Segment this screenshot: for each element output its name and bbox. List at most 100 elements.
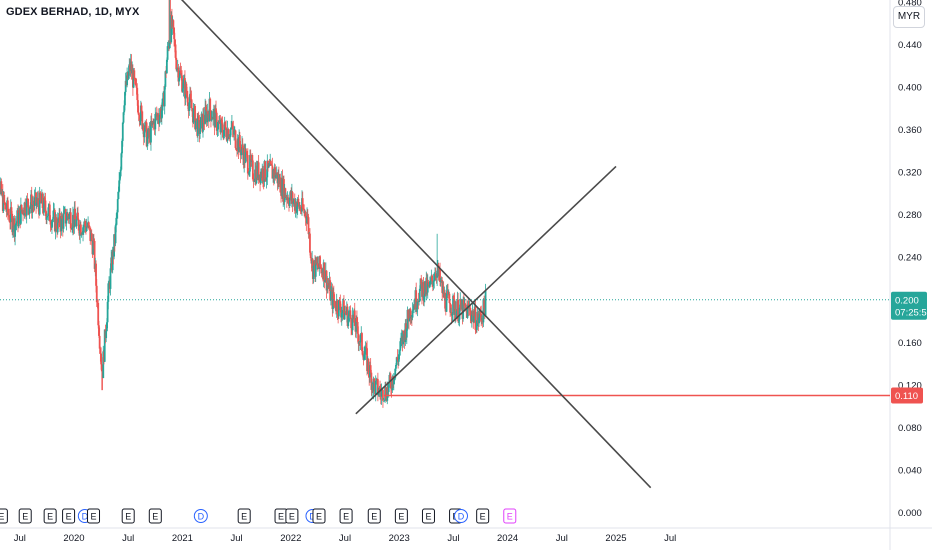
candle-body	[31, 204, 34, 213]
candle-body	[464, 303, 467, 308]
candle-body	[416, 307, 418, 309]
candle-body	[250, 159, 253, 163]
candle-body	[122, 112, 125, 123]
candle-body	[453, 299, 456, 316]
candle-body	[107, 283, 110, 302]
candle-body	[52, 210, 55, 219]
candle-body	[480, 313, 483, 320]
candle-body	[197, 116, 200, 120]
x-tick-label: 2024	[497, 533, 518, 544]
candle-body	[340, 312, 343, 318]
candle-body	[116, 212, 118, 218]
candle-body	[204, 106, 207, 110]
candle-body	[74, 208, 76, 220]
candle-body	[343, 311, 346, 320]
earnings-marker[interactable]	[339, 508, 353, 524]
dividend-marker[interactable]	[453, 509, 468, 523]
candle-body	[334, 301, 337, 309]
candle-body	[199, 117, 202, 129]
candle-body	[88, 225, 91, 228]
earnings-marker[interactable]	[62, 508, 76, 524]
candle-body	[267, 164, 270, 168]
candle-body	[312, 265, 315, 279]
candle-body	[314, 257, 317, 277]
candle-body	[138, 115, 141, 122]
candle-body	[118, 180, 121, 192]
candle-body	[0, 181, 3, 195]
candle-body	[365, 346, 368, 349]
earnings-marker[interactable]	[0, 508, 8, 524]
candle-body	[93, 240, 96, 269]
candle-body	[376, 379, 379, 396]
candle-body	[270, 164, 273, 166]
earnings-marker[interactable]	[476, 508, 490, 524]
earnings-marker[interactable]	[312, 508, 326, 524]
candle-body	[351, 314, 354, 331]
candle-body	[212, 111, 215, 119]
candle-body	[103, 329, 106, 362]
earnings-marker[interactable]	[421, 508, 435, 524]
candle-body	[120, 153, 123, 170]
candle-body	[353, 310, 356, 326]
candle-body	[238, 135, 241, 148]
trend-line[interactable]	[148, 0, 652, 489]
candle-body	[358, 341, 361, 343]
candle-body	[17, 213, 20, 227]
event-label: D	[198, 512, 205, 522]
candle-body	[483, 299, 486, 309]
earnings-marker[interactable]	[367, 508, 381, 524]
earnings-marker[interactable]	[43, 508, 57, 524]
y-tick-label: 0.480	[898, 0, 922, 8]
candle-body	[100, 364, 103, 372]
candle-body	[29, 205, 32, 209]
candle-body	[343, 300, 345, 320]
candle-body	[26, 198, 29, 200]
candle-body	[207, 111, 209, 115]
earnings-marker[interactable]	[394, 508, 408, 524]
x-tick-label: 2021	[172, 533, 193, 544]
candle-body	[186, 97, 189, 107]
candle-body	[297, 198, 300, 203]
candle-body	[189, 93, 192, 99]
candle-body	[411, 310, 414, 318]
candle-body	[233, 130, 235, 135]
candle-body	[429, 281, 431, 287]
candle-body	[59, 213, 61, 228]
candle-body	[240, 149, 243, 156]
x-tick-label: Jul	[339, 533, 351, 544]
candle-body	[298, 202, 301, 209]
candle-body	[241, 144, 244, 153]
candle-body	[467, 304, 470, 306]
candle-body	[82, 227, 84, 235]
candle-body	[267, 160, 269, 168]
candle-body	[177, 67, 180, 82]
trend-line[interactable]	[355, 165, 617, 415]
earnings-future-marker[interactable]	[503, 508, 517, 524]
candle-body	[327, 282, 329, 286]
candle-body	[337, 299, 340, 317]
x-tick-label: 2025	[605, 533, 626, 544]
candle-body	[420, 278, 423, 285]
candle-body	[389, 380, 392, 389]
earnings-marker[interactable]	[285, 508, 299, 524]
candle-body	[105, 322, 108, 332]
candle-body	[165, 59, 168, 74]
dividend-marker[interactable]	[193, 509, 208, 523]
earnings-marker[interactable]	[237, 508, 251, 524]
candle-body	[169, 42, 172, 43]
earnings-marker[interactable]	[121, 508, 135, 524]
candle-body	[397, 354, 400, 362]
currency-button[interactable]: MYR	[893, 6, 925, 28]
candle-body	[210, 110, 212, 121]
candle-body	[202, 114, 204, 132]
earnings-marker[interactable]	[148, 508, 162, 524]
candle-body	[484, 290, 487, 317]
event-label: E	[0, 512, 4, 522]
y-tick-label: 0.040	[898, 465, 922, 476]
earnings-marker[interactable]	[18, 508, 32, 524]
candle-body	[185, 83, 188, 95]
earnings-marker[interactable]	[87, 508, 101, 524]
candle-body	[202, 114, 205, 124]
candle-body	[432, 281, 435, 286]
